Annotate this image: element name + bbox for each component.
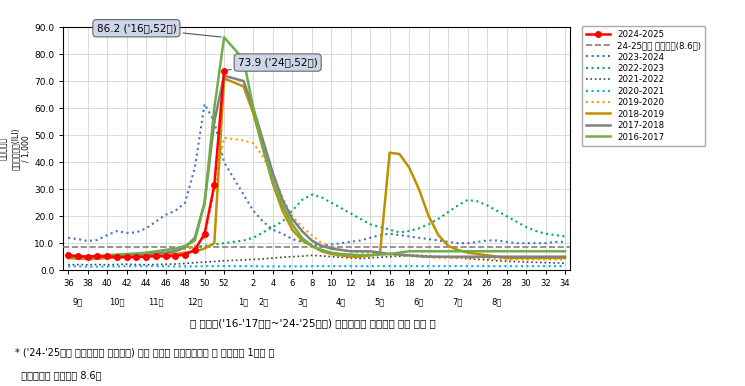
Text: 3월: 3월 [297, 297, 307, 306]
Text: 인플루엔자 의사환자 8.6명: 인플루엔자 의사환자 8.6명 [15, 371, 101, 381]
Y-axis label: 인플루엔자
의사환자분율(ILI)
/ 1,000: 인플루엔자 의사환자분율(ILI) / 1,000 [0, 127, 31, 170]
Text: 12월: 12월 [187, 297, 203, 306]
Text: 73.9 ('24년,52주): 73.9 ('24년,52주) [226, 58, 317, 70]
Text: 9월: 9월 [73, 297, 83, 306]
Text: * ('24-'25절기 인플루엔자 유행기준) 전국 의원급 표본감시결과 와 외래환자 1천명 당: * ('24-'25절기 인플루엔자 유행기준) 전국 의원급 표본감시결과 와… [15, 347, 274, 357]
Text: 86.2 ('16년,52주): 86.2 ('16년,52주) [97, 23, 221, 37]
Text: 【 절기별('16-'17절기~'24-'25절기) 인플루엔자 의사환자 발생 현황 】: 【 절기별('16-'17절기~'24-'25절기) 인플루엔자 의사환자 발생… [190, 318, 436, 328]
Text: 2월: 2월 [258, 297, 268, 306]
Text: 8월: 8월 [492, 297, 502, 306]
Text: 11월: 11월 [148, 297, 164, 306]
Text: 6월: 6월 [413, 297, 424, 306]
Text: 1월: 1월 [238, 297, 249, 306]
Legend: 2024-2025, 24-25절기 유행기준(8.6명), 2023-2024, 2022-2023, 2021-2022, 2020-2021, 2019-: 2024-2025, 24-25절기 유행기준(8.6명), 2023-2024… [582, 25, 706, 146]
Text: 7월: 7월 [453, 297, 463, 306]
Text: 5월: 5월 [375, 297, 385, 306]
Text: 4월: 4월 [336, 297, 346, 306]
Text: 10월: 10월 [110, 297, 124, 306]
